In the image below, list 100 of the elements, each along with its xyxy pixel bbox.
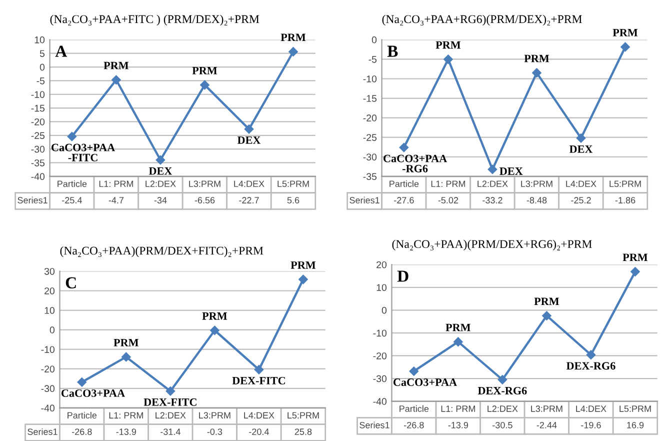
- data-label: -2.44: [536, 422, 557, 428]
- data-label: -34: [154, 197, 167, 204]
- point: [498, 375, 508, 384]
- y-tick-label: -30: [31, 146, 45, 153]
- y-tick-label: -15: [363, 95, 377, 102]
- annotation: DEX: [500, 168, 523, 175]
- point: [210, 326, 220, 336]
- x-tick-label: L2:DEX: [156, 412, 186, 418]
- data-label: -13.9: [448, 422, 468, 428]
- y-tick-label: -15: [31, 104, 45, 112]
- annotation: DEX-RG6: [478, 386, 527, 394]
- y-tick-label: 0: [372, 36, 377, 44]
- data-label: -26.8: [404, 422, 424, 428]
- y-tick-label: -30: [363, 154, 377, 160]
- y-tick-label: -30: [41, 385, 55, 392]
- x-tick-label: L4:DEX: [234, 180, 264, 187]
- data-label: -31.4: [160, 428, 180, 435]
- annotation: PRM: [290, 261, 316, 269]
- annotation: PRM: [612, 28, 638, 36]
- y-tick-label: -20: [31, 118, 45, 126]
- annotation: PRM: [104, 62, 129, 70]
- point: [298, 274, 308, 284]
- point: [67, 132, 77, 142]
- point: [576, 134, 586, 143]
- y-tick-label: -5: [368, 56, 377, 63]
- annotation: PRM: [192, 66, 218, 74]
- data-label: -0.3: [207, 428, 222, 435]
- point: [488, 164, 498, 174]
- annotation: D: [397, 270, 408, 282]
- chart-title: (Na₂CO₃+PAA)(PRM/DEX+RG6)₂+PRM: [392, 240, 592, 250]
- annotation: CaCO3+PAA: [61, 389, 125, 397]
- annotation: CaCO3+PAA -FITC: [52, 144, 116, 162]
- annotation: A: [55, 46, 68, 57]
- text: Series1: [350, 196, 380, 204]
- y-tick-label: -40: [373, 398, 387, 405]
- data-label: -27.6: [394, 197, 414, 204]
- point: [122, 352, 131, 362]
- annotation: DEX-RG6: [566, 362, 616, 370]
- y-tick-label: -35: [363, 173, 377, 180]
- annotation: PRM: [524, 54, 550, 62]
- x-tick-label: L3:PRM: [521, 180, 552, 188]
- point: [409, 366, 419, 376]
- y-tick-label: 10: [44, 307, 55, 314]
- x-tick-label: L5:PRM: [620, 406, 651, 412]
- y-tick-label: 10: [34, 36, 45, 44]
- point: [288, 47, 298, 56]
- x-tick-label: L3:PRM: [531, 406, 562, 412]
- x-tick-label: Particle: [390, 180, 419, 188]
- y-tick-label: -25: [31, 132, 45, 140]
- y-tick-label: -20: [363, 114, 377, 122]
- text: Series1: [360, 422, 390, 428]
- x-tick-label: Particle: [58, 180, 87, 188]
- annotation: PRM: [446, 324, 470, 332]
- x-tick-label: L4:DEX: [576, 406, 606, 412]
- annotation: DEX-FITC: [144, 398, 196, 406]
- data-label: 5.6: [287, 197, 300, 204]
- x-tick-label: L1: PRM: [109, 412, 143, 418]
- annotation: CaCO3+PAA: [393, 378, 457, 386]
- y-tick-label: -40: [31, 173, 45, 180]
- y-tick-label: 30: [44, 268, 55, 275]
- data-label: 25.8: [294, 428, 312, 435]
- chart-title: (Na₂CO₃+PAA)(PRM/DEX+FITC)₂+PRM: [60, 246, 264, 258]
- y-tick-label: -40: [41, 404, 55, 412]
- y-tick-label: 5: [40, 50, 45, 57]
- annotation: PRM: [436, 41, 461, 49]
- data-label: -4.7: [108, 197, 124, 204]
- x-tick-label: L4:DEX: [244, 412, 274, 418]
- point: [244, 124, 254, 134]
- y-tick-label: 10: [376, 284, 387, 292]
- point: [254, 365, 264, 374]
- point: [399, 142, 409, 152]
- data-label: -25.4: [62, 197, 82, 204]
- chart-title: (Na₂CO₃+PAA+FITC ) (PRM/DEX)₂+PRM: [50, 14, 260, 26]
- point: [586, 350, 596, 360]
- x-tick-label: L3:PRM: [189, 180, 220, 188]
- point: [77, 378, 87, 387]
- y-tick-label: -10: [363, 75, 377, 82]
- y-tick-label: -10: [373, 330, 387, 337]
- y-tick-label: -30: [373, 375, 387, 382]
- data-label: -13.9: [116, 428, 136, 435]
- x-tick-label: L5:PRM: [278, 180, 309, 188]
- x-tick-label: Particle: [68, 412, 97, 419]
- data-label: -22.7: [239, 197, 259, 204]
- point: [630, 267, 640, 276]
- data-label: -19.6: [581, 422, 601, 428]
- data-label: -25.2: [571, 197, 591, 204]
- point: [166, 386, 176, 396]
- x-tick-label: L1: PRM: [431, 180, 466, 187]
- data-label: -8.48: [526, 197, 547, 204]
- annotation: PRM: [534, 298, 560, 306]
- y-tick-label: 20: [44, 287, 55, 294]
- data-label: -20.4: [249, 428, 269, 435]
- y-tick-label: -5: [36, 78, 45, 84]
- point: [112, 75, 121, 85]
- annotation: DEX-FITC: [232, 376, 285, 384]
- annotation: DEX: [569, 146, 593, 153]
- point: [454, 337, 463, 346]
- y-tick-label: -20: [373, 352, 387, 360]
- x-tick-label: L1: PRM: [441, 406, 475, 412]
- y-tick-label: 20: [376, 261, 387, 268]
